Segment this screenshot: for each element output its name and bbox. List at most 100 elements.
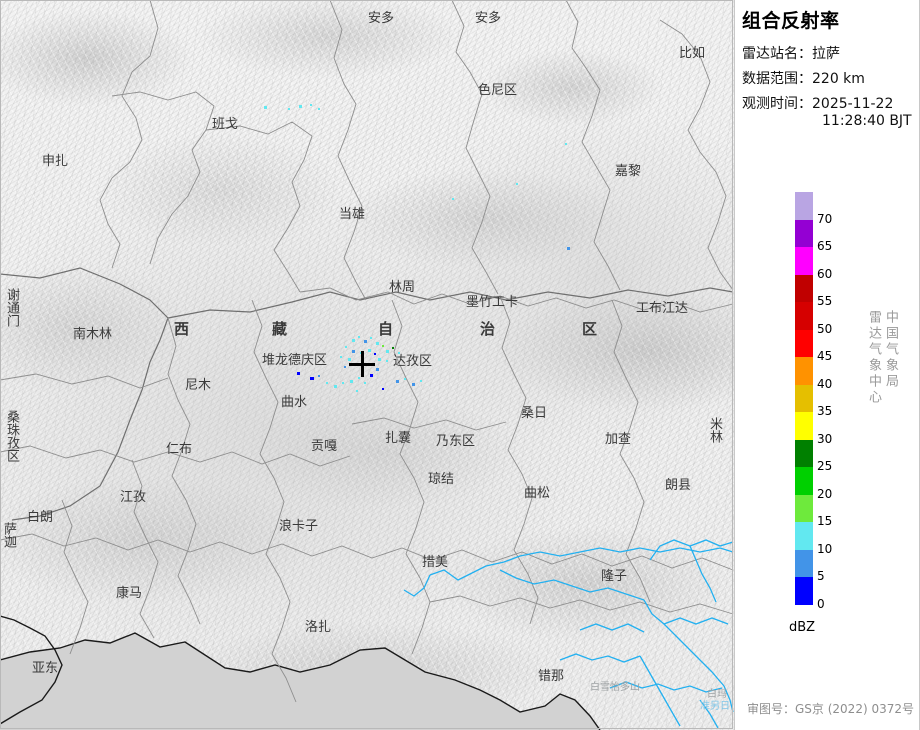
place-label: 当雄: [339, 207, 366, 222]
colorbar-band: [795, 192, 813, 220]
colorbar-tick-label: 40: [817, 376, 833, 391]
place-label: 白雪怡多山: [590, 682, 640, 693]
place-label: 朗县: [665, 478, 692, 493]
place-label: 嘉黎: [615, 164, 642, 179]
colorbar-band: [795, 384, 813, 413]
radar-map-canvas[interactable]: 西 藏 自 治 区 安多 安多 比如 色尼区 班戈 申扎 嘉黎 当雄 谢通门 林周 墨竹工卡 工布江达…: [0, 0, 734, 730]
meta-station-value: 拉萨: [812, 46, 840, 62]
prefecture-boundaries: [0, 267, 734, 521]
province-char-1: 藏: [272, 320, 288, 338]
colorbar-tick-label: 30: [817, 431, 833, 446]
place-label: 准另日: [700, 701, 730, 712]
place-label: 贡嘎: [311, 439, 338, 454]
reflectivity-colorbar: [795, 192, 813, 606]
meta-time-row: 观测时间：2025-11-22: [742, 93, 893, 113]
crosshair-vertical: [360, 351, 364, 377]
meta-range-row: 数据范围：220 km: [742, 68, 865, 88]
colorbar-band: [795, 412, 813, 441]
place-label: 班戈: [212, 117, 239, 132]
colorbar-tick-label: 45: [817, 349, 833, 364]
place-label: 亚东: [32, 661, 59, 676]
colorbar-band: [795, 357, 813, 386]
meta-range-key: 数据范围：: [742, 71, 812, 87]
colorbar-tick-label: 50: [817, 321, 833, 336]
colorbar-band: [795, 329, 813, 358]
place-label: 仁布: [166, 442, 193, 457]
place-label: 江孜: [120, 490, 147, 505]
meta-station-row: 雷达站名：拉萨: [742, 43, 840, 63]
organization-credit: 中国气象局 雷达气象中心: [866, 310, 898, 406]
org-line-2: 雷达气象中心: [866, 310, 881, 406]
colorbar-band: [795, 274, 813, 303]
colorbar-band: [795, 577, 813, 606]
meta-station-key: 雷达站名：: [742, 46, 812, 62]
place-label: 扎囊: [385, 431, 412, 446]
national-border-line-west: [0, 615, 63, 725]
province-char-2: 自: [378, 320, 394, 338]
colorbar-unit-label: dBZ: [789, 620, 816, 635]
colorbar-band: [795, 549, 813, 578]
colorbar-tick-label: 5: [817, 569, 825, 584]
place-label: 错那: [538, 669, 565, 684]
place-label: 林周: [389, 280, 416, 295]
colorbar-tick-label: 10: [817, 541, 833, 556]
place-label: 琼结: [428, 472, 455, 487]
place-label: 谢通门: [4, 288, 19, 327]
colorbar-band: [795, 302, 813, 331]
colorbar-tick-label: 65: [817, 239, 833, 254]
place-label: 南木林: [73, 327, 113, 342]
meta-time-key: 观测时间：: [742, 96, 812, 112]
colorbar-tick-label: 15: [817, 514, 833, 529]
place-label: 桑珠孜区: [4, 410, 19, 462]
place-label: 萨迦: [1, 522, 16, 548]
meta-time-date: 2025-11-22: [812, 96, 894, 112]
province-char-3: 治: [480, 320, 496, 338]
river-network: [403, 539, 734, 729]
place-label: 堆龙德庆区: [262, 353, 328, 368]
place-label: 隆子: [601, 569, 628, 584]
place-label: 乃东区: [436, 434, 476, 449]
place-label: 色尼区: [478, 83, 518, 98]
colorbar-tick-label: 60: [817, 266, 833, 281]
place-label: 申扎: [42, 154, 69, 169]
colorbar-band: [795, 247, 813, 276]
place-label: 洛扎: [305, 620, 332, 635]
province-char-4: 区: [582, 320, 598, 338]
colorbar-tick-label: 0: [817, 597, 825, 611]
place-label: 米林: [707, 417, 722, 443]
meta-range-value: 220 km: [812, 71, 865, 87]
product-title: 组合反射率: [742, 10, 840, 32]
place-label: 曲松: [524, 486, 551, 501]
place-label: 安多: [475, 11, 502, 26]
province-char-0: 西: [174, 320, 190, 338]
colorbar-tick-label: 35: [817, 404, 833, 419]
place-label: 曲水: [281, 395, 308, 410]
map-vector-layer: [0, 0, 734, 730]
outside-border-area: [0, 633, 600, 730]
place-label: 比如: [679, 46, 706, 61]
place-label: 加查: [605, 432, 632, 447]
colorbar-tick-label: 70: [817, 211, 833, 226]
org-line-1: 中国气象局: [883, 310, 898, 390]
colorbar-band: [795, 522, 813, 551]
place-label: 桑日: [521, 406, 548, 421]
place-label: 白朗: [27, 510, 54, 525]
county-boundaries: [0, 0, 734, 703]
national-border-line: [0, 632, 601, 730]
place-label: 白玛: [707, 689, 727, 700]
colorbar-band: [795, 439, 813, 468]
colorbar-band: [795, 494, 813, 523]
colorbar-tick-label: 25: [817, 459, 833, 474]
place-label: 尼木: [185, 378, 212, 393]
place-label: 措美: [422, 555, 449, 570]
place-label: 达孜区: [393, 354, 433, 369]
map-approval-number: 审图号：GS京 (2022) 0372号: [747, 702, 914, 716]
colorbar-tick-label: 55: [817, 294, 833, 309]
place-label: 墨竹工卡: [466, 295, 519, 310]
colorbar-tick-label: 20: [817, 486, 833, 501]
colorbar-band: [795, 467, 813, 496]
place-label: 康马: [116, 586, 143, 601]
place-label: 浪卡子: [279, 519, 319, 534]
place-label: 安多: [368, 11, 395, 26]
